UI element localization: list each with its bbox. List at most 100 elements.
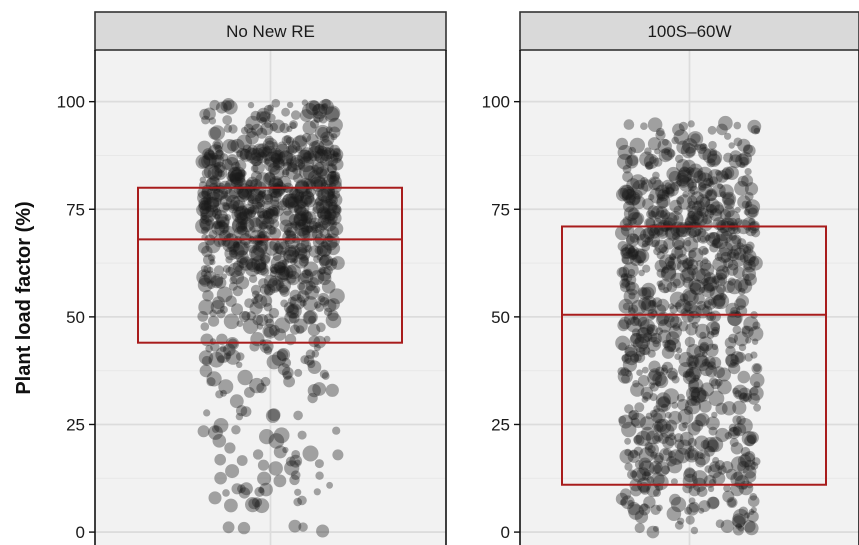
data-point [628,504,644,520]
data-point [715,169,722,176]
data-point [249,341,260,352]
data-point [221,273,227,280]
data-point [729,426,739,437]
data-point [679,293,689,302]
data-point [264,120,272,128]
data-point [687,210,696,218]
data-point [747,495,760,508]
data-point [748,217,756,225]
data-point [624,437,631,445]
data-point [655,327,664,336]
data-point [732,384,748,400]
data-point [236,256,249,269]
data-point [720,217,735,232]
data-point [234,206,250,221]
data-point [685,146,696,157]
data-point [650,472,665,487]
data-point [716,274,723,281]
data-point [323,335,331,343]
data-point [284,311,297,324]
data-point [244,208,251,215]
data-point [230,138,245,154]
data-point [316,166,330,180]
data-point [302,165,318,181]
data-point [288,304,299,315]
data-point [652,371,667,387]
data-point [308,277,319,288]
data-point [228,204,238,214]
data-point [656,418,672,434]
data-point [294,368,303,377]
data-point [681,266,696,281]
data-point [672,226,680,234]
data-point [284,233,301,249]
data-point [626,235,635,245]
data-point [741,174,754,187]
data-point [731,513,747,528]
data-point [620,273,629,282]
data-point [244,298,255,308]
data-point [276,349,289,361]
data-point [234,240,250,256]
data-point [289,186,299,196]
data-point [636,233,651,248]
data-point [695,323,710,339]
data-point [295,325,305,335]
data-point [246,311,256,321]
data-point [202,290,214,302]
data-point [212,139,224,151]
data-point [629,233,639,243]
data-point [637,375,650,387]
data-point [616,153,633,170]
data-point [266,208,276,218]
data-point [706,416,720,431]
data-point [291,110,301,120]
data-point [215,149,223,157]
data-point [704,445,715,457]
data-point [237,169,246,177]
data-point [252,201,265,214]
data-point [728,232,737,241]
data-point [236,455,248,466]
data-point [273,328,287,341]
data-point [727,498,737,508]
data-point [318,295,326,303]
data-point [667,256,682,271]
data-point [308,100,320,112]
data-point [654,418,668,433]
data-point [305,280,316,292]
data-point [248,217,263,233]
data-point [617,319,630,332]
data-point [242,318,259,335]
data-point [283,246,299,263]
data-point [705,178,714,187]
data-point [707,150,723,166]
data-point [323,147,336,160]
data-point [745,225,757,237]
data-point [617,367,627,376]
data-point [647,370,663,386]
data-point [321,98,331,109]
data-point [289,289,301,301]
data-point [629,333,644,348]
data-point [697,172,714,189]
data-point [641,242,650,252]
data-point [723,484,731,493]
data-point [320,179,328,187]
data-point [292,157,300,165]
data-point [228,124,238,134]
data-point [228,249,238,258]
data-point [323,210,332,220]
data-point [202,148,215,161]
data-point [632,380,640,388]
data-point [316,242,332,258]
data-point [280,299,289,308]
data-point [634,333,651,350]
data-point [197,277,213,293]
data-point [645,161,654,170]
data-point [719,191,727,198]
data-point [213,162,222,170]
data-point [235,212,249,226]
data-point [316,254,323,261]
